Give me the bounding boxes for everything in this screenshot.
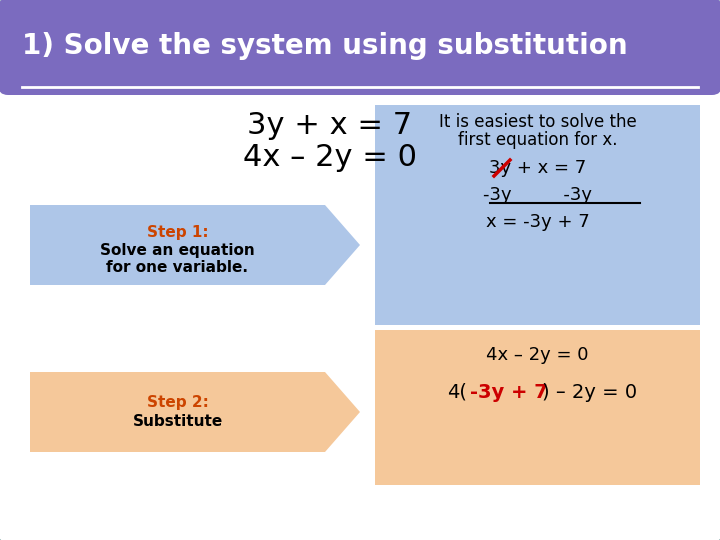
Text: It is easiest to solve the: It is easiest to solve the bbox=[438, 113, 636, 131]
Text: for one variable.: for one variable. bbox=[107, 260, 248, 275]
Polygon shape bbox=[30, 372, 360, 452]
Text: first equation for x.: first equation for x. bbox=[458, 131, 617, 149]
Text: 1) Solve the system using substitution: 1) Solve the system using substitution bbox=[22, 32, 628, 60]
Text: -3y         -3y: -3y -3y bbox=[483, 186, 592, 204]
Text: 3y + x = 7: 3y + x = 7 bbox=[489, 159, 586, 177]
FancyBboxPatch shape bbox=[0, 0, 720, 95]
Bar bbox=[375, 330, 700, 485]
Text: x = -3y + 7: x = -3y + 7 bbox=[485, 213, 590, 231]
Text: Solve an equation: Solve an equation bbox=[100, 244, 255, 259]
Text: -3y + 7: -3y + 7 bbox=[469, 382, 547, 402]
Bar bbox=[8, 60, 712, 85]
Text: Step 2:: Step 2: bbox=[147, 395, 208, 409]
Text: 4(: 4( bbox=[448, 382, 467, 402]
Text: 4x – 2y = 0: 4x – 2y = 0 bbox=[243, 143, 417, 172]
Polygon shape bbox=[30, 205, 360, 285]
Text: 4x – 2y = 0: 4x – 2y = 0 bbox=[486, 346, 589, 364]
Text: 3y + x = 7: 3y + x = 7 bbox=[248, 111, 413, 139]
Text: Step 1:: Step 1: bbox=[147, 226, 208, 240]
Bar bbox=[375, 105, 700, 325]
Text: ) – 2y = 0: ) – 2y = 0 bbox=[541, 382, 636, 402]
Text: Substitute: Substitute bbox=[132, 415, 222, 429]
